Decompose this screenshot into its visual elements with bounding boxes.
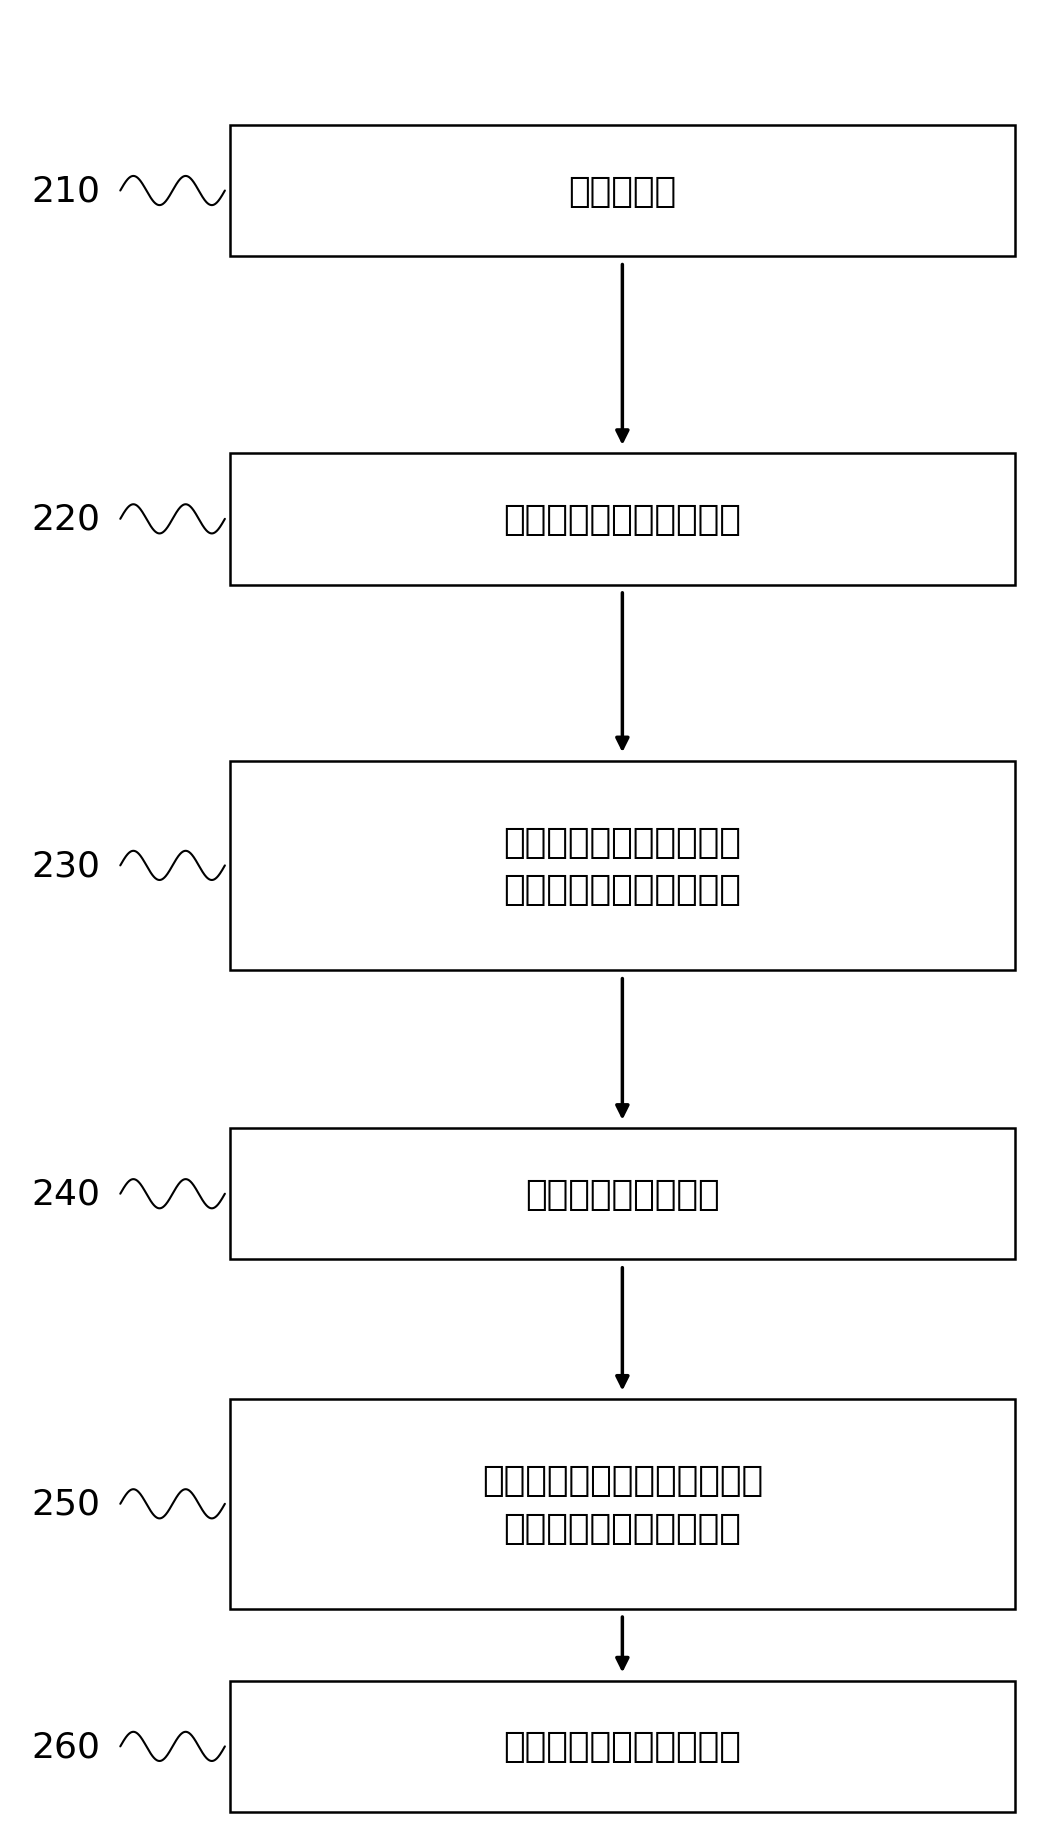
Text: 230: 230 — [31, 850, 100, 882]
Text: 250: 250 — [31, 1488, 100, 1520]
Text: 220: 220 — [31, 503, 100, 536]
Text: 提供一衬底: 提供一衬底 — [568, 175, 677, 208]
Text: 对所述衬底进行清洁处理: 对所述衬底进行清洁处理 — [503, 503, 742, 536]
Text: 260: 260 — [31, 1730, 100, 1763]
Text: 对所述衬底进行加热: 对所述衬底进行加热 — [525, 1178, 720, 1210]
Bar — [230, 454, 1015, 585]
Text: 240: 240 — [31, 1178, 100, 1210]
Bar — [230, 1681, 1015, 1812]
Bar — [230, 1128, 1015, 1260]
Bar — [230, 1400, 1015, 1610]
Bar — [230, 126, 1015, 257]
Text: 210: 210 — [31, 175, 100, 208]
Text: 对云母薄膜进行原位退火: 对云母薄膜进行原位退火 — [503, 1730, 742, 1763]
Text: 利用脉冲激光熔蚀云母靶材，
并在衬底上形成云母薄膜: 利用脉冲激光熔蚀云母靶材， 并在衬底上形成云母薄膜 — [482, 1464, 763, 1544]
Bar — [230, 762, 1015, 970]
Text: 将所述衬底放置于超高真
空的脉冲激光沉积设备中: 将所述衬底放置于超高真 空的脉冲激光沉积设备中 — [503, 826, 742, 906]
